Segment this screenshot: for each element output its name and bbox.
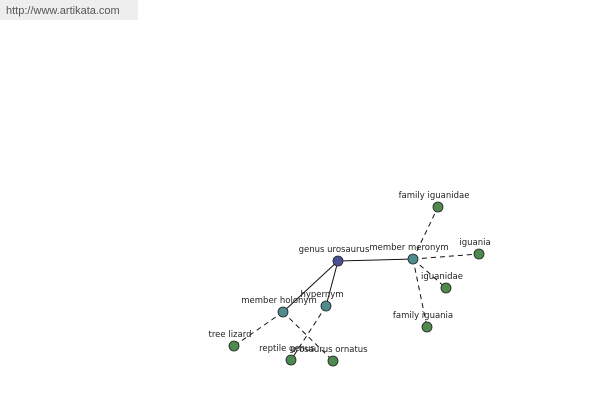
node[interactable] — [432, 201, 444, 213]
dashed-edge — [282, 311, 334, 362]
dashed-edge — [412, 253, 480, 260]
node-label[interactable]: hypernym — [300, 290, 343, 300]
node-label[interactable]: iguania — [459, 238, 490, 248]
node-label[interactable]: reptile genus — [259, 344, 315, 354]
node[interactable] — [421, 321, 433, 333]
node-label[interactable]: family iguanidae — [399, 191, 470, 201]
dashed-edge — [290, 305, 327, 361]
node-label[interactable]: family iguania — [393, 311, 453, 321]
edge — [282, 260, 339, 313]
site-url[interactable]: http://www.artikata.com — [0, 0, 138, 20]
node[interactable] — [320, 300, 332, 312]
dashed-edge — [412, 206, 439, 260]
dashed-edge — [412, 258, 428, 328]
dashed-edge — [233, 311, 284, 347]
node[interactable] — [332, 255, 344, 267]
dashed-edge — [412, 258, 447, 289]
node-label[interactable]: genus urosaurus — [299, 245, 370, 255]
node[interactable] — [285, 354, 297, 366]
node-label[interactable]: iguanidae — [421, 272, 463, 282]
node[interactable] — [277, 306, 289, 318]
nodes: genus urosaurus member meronym member holo… — [209, 191, 491, 367]
node[interactable] — [440, 282, 452, 294]
node-label[interactable]: urosaurus ornatus — [290, 345, 368, 355]
node[interactable] — [327, 355, 339, 367]
edge — [325, 260, 339, 307]
edge — [337, 258, 414, 262]
node[interactable] — [228, 340, 240, 352]
node-label[interactable]: member meronym — [369, 243, 448, 253]
node[interactable] — [473, 248, 485, 260]
node-label[interactable]: tree lizard — [209, 330, 252, 340]
node-label[interactable]: member holonym — [241, 296, 316, 306]
node[interactable] — [407, 253, 419, 265]
edges — [233, 206, 480, 362]
